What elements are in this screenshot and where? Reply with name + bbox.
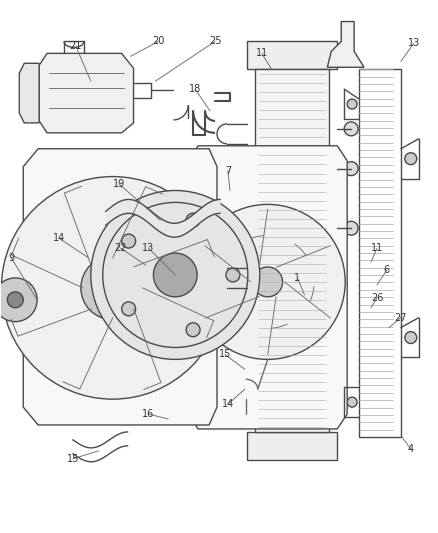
Circle shape: [81, 256, 145, 320]
Polygon shape: [188, 146, 347, 429]
Circle shape: [344, 161, 358, 175]
Text: 14: 14: [53, 233, 65, 243]
Text: 19: 19: [113, 179, 125, 189]
Circle shape: [347, 397, 357, 407]
Circle shape: [186, 323, 200, 337]
Text: 18: 18: [189, 84, 201, 94]
Polygon shape: [39, 53, 134, 133]
Bar: [359, 69, 401, 437]
Text: 15: 15: [219, 350, 231, 359]
Circle shape: [1, 176, 224, 399]
Text: 11: 11: [256, 49, 268, 58]
Text: 27: 27: [395, 313, 407, 322]
Text: 14: 14: [222, 399, 234, 409]
Text: 6: 6: [384, 265, 390, 275]
Text: 13: 13: [142, 243, 155, 253]
Text: 13: 13: [408, 38, 420, 49]
Circle shape: [91, 190, 260, 359]
Text: 26: 26: [371, 293, 383, 303]
Circle shape: [226, 268, 240, 282]
Circle shape: [344, 122, 358, 136]
Circle shape: [122, 302, 136, 316]
Text: 9: 9: [8, 253, 14, 263]
Text: 25: 25: [209, 36, 221, 46]
Circle shape: [344, 221, 358, 235]
Text: 22: 22: [114, 243, 127, 253]
Bar: [247, 42, 337, 69]
Text: 16: 16: [142, 409, 155, 419]
Circle shape: [253, 267, 283, 297]
Text: 7: 7: [225, 166, 231, 175]
Circle shape: [7, 292, 23, 308]
Circle shape: [99, 274, 127, 302]
Text: 11: 11: [371, 243, 383, 253]
Circle shape: [347, 99, 357, 109]
Bar: [255, 69, 329, 432]
Polygon shape: [23, 149, 217, 425]
Circle shape: [153, 253, 197, 297]
Circle shape: [0, 278, 37, 321]
Text: 15: 15: [67, 454, 79, 464]
Polygon shape: [19, 63, 39, 123]
Bar: [247, 432, 337, 460]
Circle shape: [405, 153, 417, 165]
Polygon shape: [327, 21, 364, 67]
Text: 21: 21: [70, 42, 82, 51]
Circle shape: [190, 204, 345, 359]
Circle shape: [122, 234, 136, 248]
Text: 20: 20: [152, 36, 165, 46]
Circle shape: [186, 213, 200, 227]
Circle shape: [405, 332, 417, 343]
Text: 4: 4: [408, 444, 414, 454]
Text: 1: 1: [294, 273, 300, 283]
